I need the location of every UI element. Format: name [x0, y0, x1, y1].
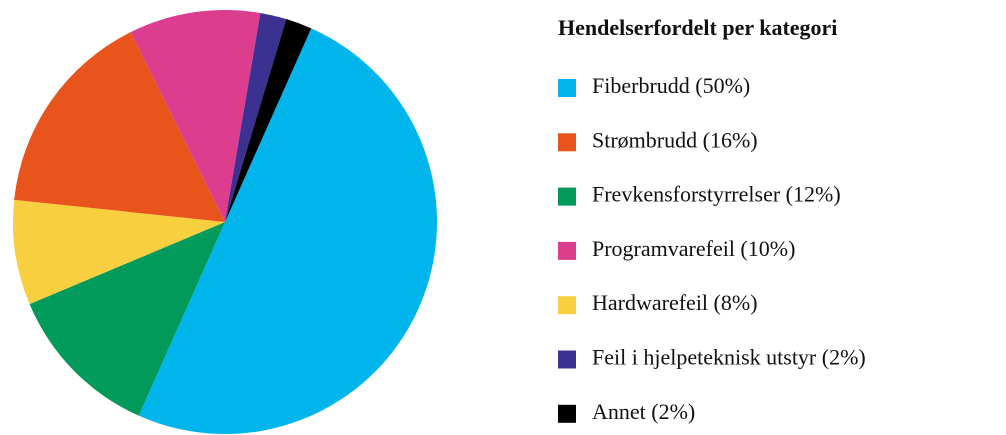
legend-swatch — [558, 296, 576, 315]
legend-label: Frevkensforstyrrelser (12%) — [592, 182, 841, 207]
pie-slice — [29, 222, 225, 416]
legend-swatch — [558, 350, 576, 369]
pie-slice — [130, 9, 261, 222]
legend-label: Fiberbrudd (50%) — [592, 73, 750, 98]
legend-label: Annet (2%) — [592, 399, 695, 424]
legend-title: Hendelserfordelt per kategori — [558, 15, 837, 40]
pie-slice — [138, 28, 437, 435]
legend-swatch — [558, 79, 576, 97]
legend-swatch — [558, 404, 576, 423]
legend-swatch — [558, 133, 576, 152]
legend-label: Strømbrudd (16%) — [592, 127, 758, 152]
legend-label: Feil i hjelpeteknisk utstyr (2%) — [592, 345, 866, 370]
legend-label: Hardwarefeil (8%) — [592, 290, 758, 315]
legend-swatch — [558, 241, 576, 260]
pie-slice — [225, 12, 287, 222]
legend-swatch — [558, 187, 576, 206]
pie-slice — [14, 32, 225, 223]
legend-label: Programvarefeil (10%) — [592, 236, 795, 261]
pie-slice — [225, 19, 312, 223]
pie-slice — [13, 199, 226, 305]
